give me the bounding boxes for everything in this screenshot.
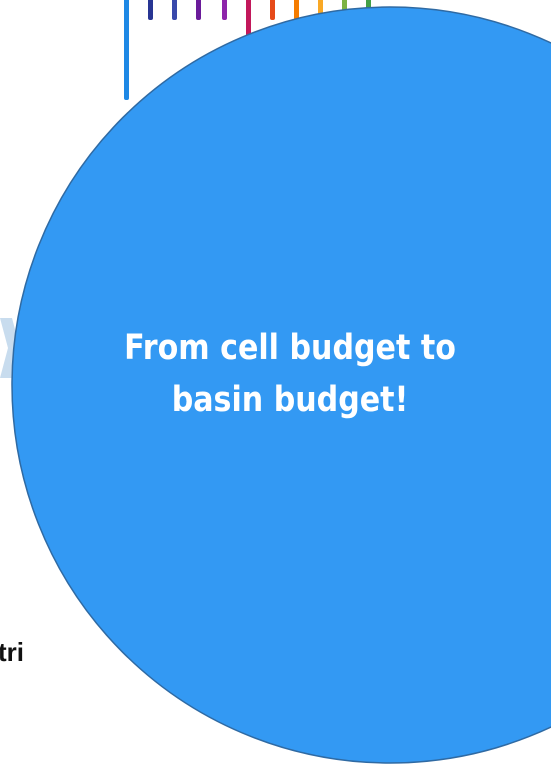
logo-bar	[172, 0, 177, 20]
logo-bar	[318, 0, 323, 20]
logo-bar	[294, 0, 299, 20]
side-text-fragment: tri	[0, 637, 24, 667]
logo-bar	[246, 0, 251, 60]
ellipse-heading: From cell budget to basin budget!	[124, 328, 456, 420]
logo-bar	[270, 0, 275, 20]
logo-bar	[222, 0, 227, 20]
logo-bar	[124, 0, 129, 100]
logo-bar	[196, 0, 201, 20]
logo-bar	[148, 0, 153, 20]
